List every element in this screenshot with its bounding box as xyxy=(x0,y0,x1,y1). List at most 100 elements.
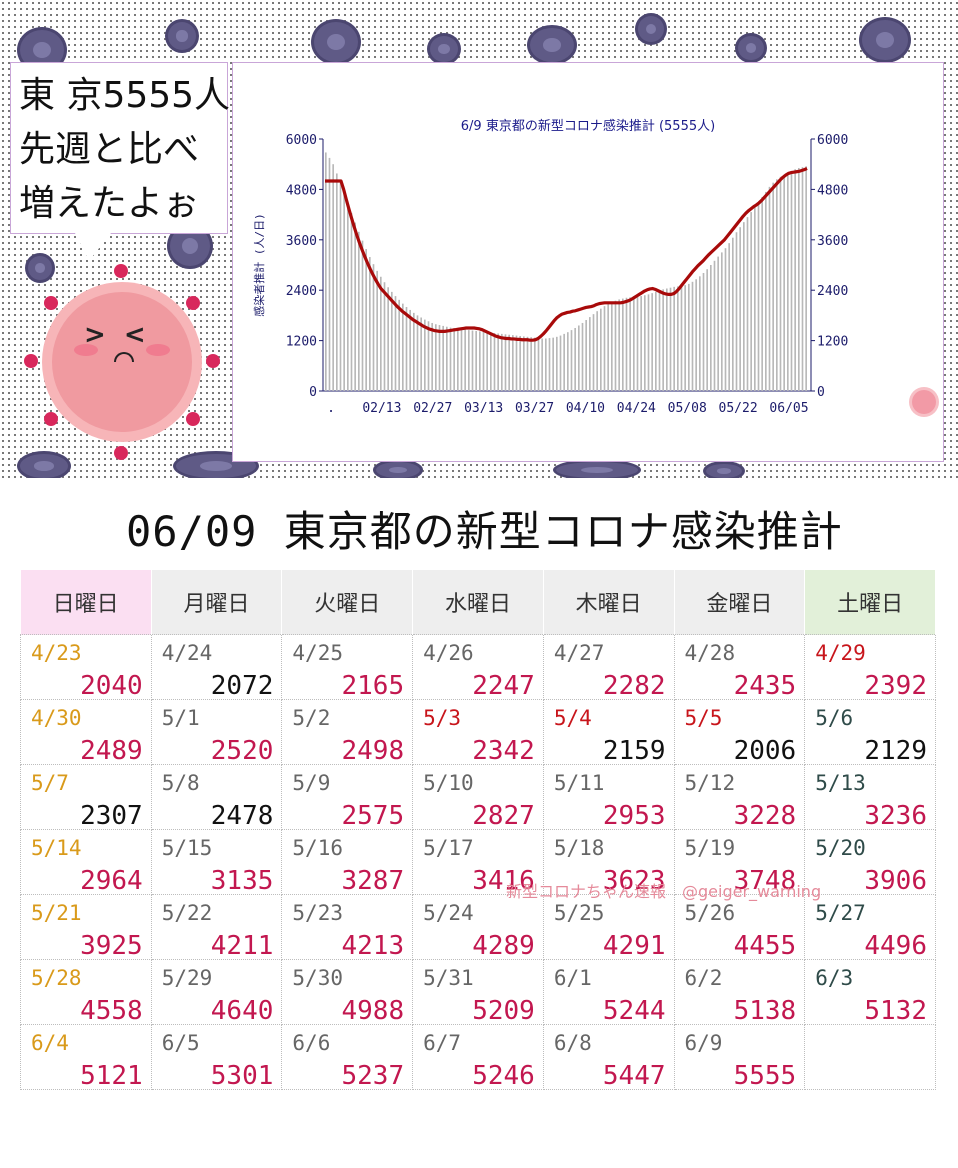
mascot-cheek xyxy=(74,344,98,356)
bar xyxy=(640,296,642,391)
bar xyxy=(460,328,463,391)
day-cell: 6/6 5237 xyxy=(281,1024,414,1091)
day-cell: 5/14 2964 xyxy=(20,829,152,896)
cell-date: 5/22 xyxy=(161,901,213,925)
bar xyxy=(680,286,683,391)
day-cell xyxy=(804,1024,936,1090)
mascot-spike xyxy=(114,264,128,278)
bar xyxy=(339,183,342,391)
bar xyxy=(336,173,338,391)
bar xyxy=(768,186,771,391)
bar xyxy=(805,166,807,391)
bar xyxy=(464,329,466,391)
cell-value: 2307 xyxy=(80,801,143,831)
cell-value: 5237 xyxy=(341,1061,405,1091)
y-tick-label-right: 1200 xyxy=(817,335,848,350)
cell-value: 5555 xyxy=(733,1061,797,1091)
bar xyxy=(508,334,510,391)
chart-title: 6/9 東京都の新型コロナ感染推計 (5555人) xyxy=(460,119,716,134)
virus-decoration-icon xyxy=(638,16,664,42)
cell-date: 6/5 xyxy=(161,1031,200,1055)
bar xyxy=(614,300,617,391)
bar xyxy=(735,232,738,391)
virus-decoration-icon xyxy=(706,464,742,478)
bar xyxy=(706,269,708,391)
bar xyxy=(556,336,558,391)
day-cell: 5/28 4558 xyxy=(20,959,152,1026)
cell-date: 6/4 xyxy=(31,1031,69,1055)
y-axis-label: 感染者推計 (人/日) xyxy=(252,213,266,317)
bar xyxy=(717,256,719,391)
bar xyxy=(622,298,624,391)
bar xyxy=(611,302,613,391)
day-cell: 5/10 2827 xyxy=(412,764,544,831)
bar xyxy=(625,297,628,391)
bar xyxy=(739,227,741,391)
bar xyxy=(534,337,536,391)
cell-value: 4211 xyxy=(210,931,274,961)
mascot-spike xyxy=(44,296,58,310)
cell-date: 4/28 xyxy=(684,641,736,665)
x-tick-label: 02/27 xyxy=(413,401,452,416)
bar xyxy=(567,332,569,391)
bar xyxy=(798,167,800,391)
cell-value: 4213 xyxy=(341,931,405,961)
day-cell: 4/28 2435 xyxy=(673,634,806,701)
bar xyxy=(669,287,672,391)
cell-date: 5/16 xyxy=(292,836,343,860)
x-tick-label: 04/24 xyxy=(617,401,656,416)
bar xyxy=(383,282,386,391)
bar xyxy=(578,325,580,391)
bar xyxy=(347,202,349,391)
virus-decoration-icon xyxy=(738,36,764,60)
cell-value: 2964 xyxy=(80,866,143,896)
cell-value: 2159 xyxy=(602,736,666,766)
bar xyxy=(438,325,441,391)
trend-chart: 6000 6000 4800 4800 3600 3600 2400 2400 1200 1200… xyxy=(252,133,848,416)
day-cell: 4/27 2282 xyxy=(542,634,675,701)
bar xyxy=(365,249,367,391)
calendar-body: 4/23 2040 4/24 2072 4/25 2165 4/26 2247 4/27 2282… xyxy=(20,634,936,1091)
cell-value: 2129 xyxy=(864,736,927,766)
x-tick-label: 05/22 xyxy=(719,401,758,416)
table-row: 4/23 2040 4/24 2072 4/25 2165 4/26 2247 4/27 2282… xyxy=(20,634,936,701)
day-cell: 5/23 4213 xyxy=(281,894,414,961)
bar xyxy=(710,265,712,391)
cell-value: 2247 xyxy=(472,671,535,701)
cell-date: 6/2 xyxy=(684,966,723,990)
cell-date: 5/3 xyxy=(423,706,462,730)
y-tick-label-right: 2400 xyxy=(817,284,848,299)
bar xyxy=(794,169,796,391)
bar xyxy=(618,299,620,391)
bar xyxy=(772,182,774,391)
cell-date: 4/30 xyxy=(31,706,82,730)
virus-decoration-icon xyxy=(314,22,358,62)
weekday-header-row: 日曜日 月曜日 火曜日 水曜日 木曜日 金曜日 土曜日 xyxy=(20,570,936,635)
bubble-line-2: 先週と比べ xyxy=(19,129,200,170)
day-cell: 5/5 2006 xyxy=(673,699,806,766)
day-cell: 5/15 3135 xyxy=(150,829,283,896)
bar xyxy=(684,285,686,391)
mascot-spike xyxy=(206,354,220,368)
day-cell: 5/8 2478 xyxy=(150,764,283,831)
cell-value: 2006 xyxy=(733,736,797,766)
virus-decoration-icon xyxy=(28,256,52,280)
x-tick-label: 02/13 xyxy=(362,401,401,416)
cell-value: 2282 xyxy=(602,671,666,701)
day-cell: 6/8 5447 xyxy=(542,1024,675,1091)
cell-value: 2953 xyxy=(602,801,666,831)
cell-date: 5/10 xyxy=(423,771,474,795)
table-row: 5/21 3925 5/22 4211 5/23 4213 5/24 4289 5/25 4291… xyxy=(20,894,936,961)
bar xyxy=(596,311,598,391)
y-tick-label-left: 3600 xyxy=(286,234,317,249)
x-tick-label: 03/13 xyxy=(464,401,503,416)
bar xyxy=(493,333,496,391)
cell-value: 2827 xyxy=(472,801,535,831)
weekday-header-2: 火曜日 xyxy=(281,570,414,635)
day-cell: 5/3 2342 xyxy=(412,699,544,766)
day-cell: 4/26 2247 xyxy=(412,634,544,701)
bubble-line-3: 増えたよぉ xyxy=(19,183,200,224)
bar xyxy=(409,309,411,391)
bar xyxy=(559,335,562,391)
cell-value: 2165 xyxy=(341,671,405,701)
